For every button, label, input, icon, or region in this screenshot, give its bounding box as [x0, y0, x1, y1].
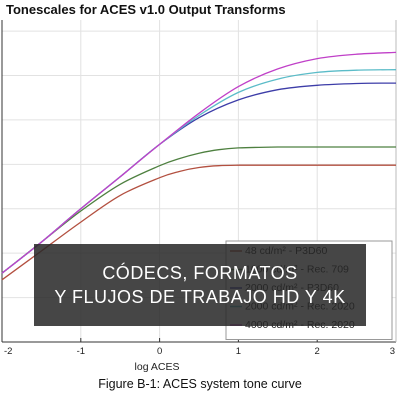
x-tick-label: 2 [315, 346, 320, 357]
x-tick-label: -2 [4, 346, 12, 357]
x-tick-label: 3 [390, 346, 395, 357]
x-tick-label: -1 [77, 346, 85, 357]
series-line-5 [1, 51, 397, 274]
x-tick-label: 1 [236, 346, 241, 357]
banner-line-2: Y FLUJOS DE TRABAJO HD Y 4K [54, 287, 346, 307]
banner-line-1: CÓDECS, FORMATOS [102, 263, 298, 283]
promo-banner: CÓDECS, FORMATOS Y FLUJOS DE TRABAJO HD … [34, 244, 366, 326]
series-line-2 [1, 146, 396, 274]
chart-title: Tonescales for ACES v1.0 Output Transfor… [6, 2, 286, 17]
series-layer [1, 51, 397, 281]
x-axis-label: log ACES [135, 361, 180, 373]
series-line-1 [1, 164, 396, 281]
figure-caption: Figure B-1: ACES system tone curve [98, 377, 302, 391]
tick-labels: -2 -1 0 1 2 3 [4, 346, 395, 357]
x-tick-label: 0 [157, 346, 162, 357]
axis-layer [1, 20, 397, 343]
